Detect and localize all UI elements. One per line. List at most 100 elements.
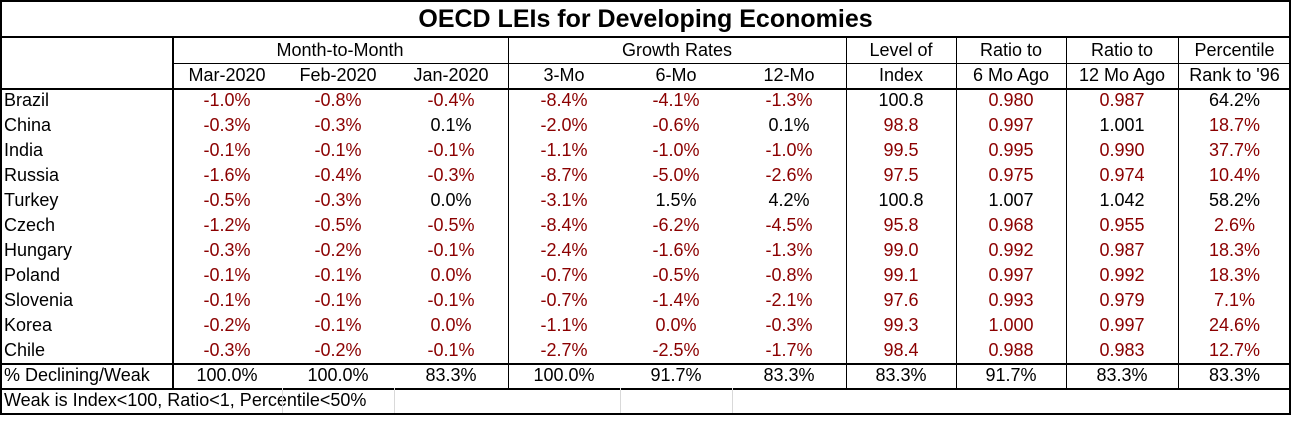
table-cell: -0.3%	[314, 190, 362, 210]
table-cell: 100.8	[878, 190, 924, 210]
table-cell: 0.1%	[768, 115, 810, 135]
col-divider	[1066, 38, 1067, 388]
header-mtm: Month-to-Month	[276, 40, 404, 60]
row-label: Hungary	[4, 240, 73, 260]
header-growth: Growth Rates	[621, 40, 733, 60]
table-cell: -0.1%	[203, 290, 251, 310]
table-cell: 98.8	[883, 115, 919, 135]
table-cell: -0.5%	[652, 265, 700, 285]
table-cell: -4.1%	[652, 90, 700, 110]
table-cell: -0.3%	[427, 165, 475, 185]
summary-rule-top	[0, 363, 1291, 365]
table-cell: 4.2%	[768, 190, 810, 210]
table-cell: 0.997	[988, 115, 1034, 135]
table-cell: -0.4%	[314, 165, 362, 185]
table-cell: -4.5%	[765, 215, 813, 235]
table-cell: 0.993	[988, 290, 1034, 310]
table-cell: 99.3	[883, 315, 919, 335]
summary-cell: 100.0%	[533, 365, 595, 385]
table-cell: -0.2%	[314, 240, 362, 260]
header-rule-2	[0, 88, 1291, 90]
header-level-top: Level of	[869, 40, 933, 60]
table-cell: -0.1%	[314, 265, 362, 285]
col-divider	[956, 38, 957, 388]
border-right	[1289, 0, 1291, 413]
table-cell: -0.2%	[203, 315, 251, 335]
header-ratio6-top: Ratio to	[979, 40, 1043, 60]
table-cell: -1.3%	[765, 90, 813, 110]
table-cell: 18.3%	[1208, 240, 1261, 260]
table-cell: 0.955	[1099, 215, 1145, 235]
summary-cell: 83.3%	[1208, 365, 1261, 385]
table-cell: 98.4	[883, 340, 919, 360]
row-label: China	[4, 115, 52, 135]
border-bottom	[0, 413, 1291, 415]
border-top	[0, 0, 1291, 2]
table-cell: -1.6%	[203, 165, 251, 185]
header-ratio6-bottom: 6 Mo Ago	[972, 65, 1050, 85]
table-cell: -0.4%	[427, 90, 475, 110]
row-label: Korea	[4, 315, 53, 335]
table-cell: 58.2%	[1208, 190, 1261, 210]
table-cell: 99.5	[883, 140, 919, 160]
table-cell: -0.1%	[314, 290, 362, 310]
table-cell: 0.980	[988, 90, 1034, 110]
border-left	[0, 0, 2, 413]
table-cell: -1.2%	[203, 215, 251, 235]
table-cell: -1.3%	[765, 240, 813, 260]
table-cell: 0.997	[988, 265, 1034, 285]
table-cell: 99.1	[883, 265, 919, 285]
table-cell: -0.6%	[652, 115, 700, 135]
header-col-1: Mar-2020	[188, 65, 266, 85]
table-cell: -1.1%	[540, 315, 588, 335]
table-cell: 7.1%	[1213, 290, 1256, 310]
table-cell: -1.7%	[765, 340, 813, 360]
table-cell: -0.8%	[314, 90, 362, 110]
table-cell: -0.1%	[314, 140, 362, 160]
row-label: Slovenia	[4, 290, 74, 310]
row-label: India	[4, 140, 44, 160]
table-cell: -2.6%	[765, 165, 813, 185]
table-cell: 0.995	[988, 140, 1034, 160]
table-cell: 0.0%	[430, 190, 472, 210]
table-cell: 1.042	[1099, 190, 1145, 210]
table-cell: -0.1%	[203, 265, 251, 285]
table-cell: 0.0%	[430, 265, 472, 285]
table-cell: -8.7%	[540, 165, 588, 185]
table-cell: 1.007	[988, 190, 1034, 210]
table-cell: 95.8	[883, 215, 919, 235]
footer-gridline	[282, 388, 283, 413]
table-cell: 0.975	[988, 165, 1034, 185]
table-cell: -0.1%	[427, 140, 475, 160]
footer-gridline	[732, 388, 733, 413]
table-cell: 0.987	[1099, 90, 1145, 110]
summary-cell: 100.0%	[307, 365, 369, 385]
table-cell: -0.1%	[427, 340, 475, 360]
footer-gridline	[394, 388, 395, 413]
table-cell: -0.7%	[540, 290, 588, 310]
table-cell: -1.0%	[765, 140, 813, 160]
table-cell: 0.0%	[430, 315, 472, 335]
table-cell: 0.968	[988, 215, 1034, 235]
row-label: Russia	[4, 165, 60, 185]
row-label: Czech	[4, 215, 56, 235]
table-cell: 97.6	[883, 290, 919, 310]
row-label: Chile	[4, 340, 46, 360]
table-cell: 1.000	[988, 315, 1034, 335]
summary-cell: 83.3%	[1096, 365, 1148, 385]
table-cell: -8.4%	[540, 90, 588, 110]
header-col-2: Feb-2020	[299, 65, 377, 85]
table-cell: -0.3%	[765, 315, 813, 335]
table-cell: -1.0%	[652, 140, 700, 160]
table-cell: -0.5%	[314, 215, 362, 235]
summary-cell: 83.3%	[875, 365, 927, 385]
row-label: Poland	[4, 265, 61, 285]
table-cell: -1.0%	[203, 90, 251, 110]
table-cell: -0.3%	[314, 115, 362, 135]
table-cell: -3.1%	[540, 190, 588, 210]
table-cell: 0.992	[1099, 265, 1145, 285]
header-ratio12-bottom: 12 Mo Ago	[1078, 65, 1166, 85]
table-title: OECD LEIs for Developing Economies	[0, 0, 1291, 38]
summary-cell: 91.7%	[985, 365, 1037, 385]
